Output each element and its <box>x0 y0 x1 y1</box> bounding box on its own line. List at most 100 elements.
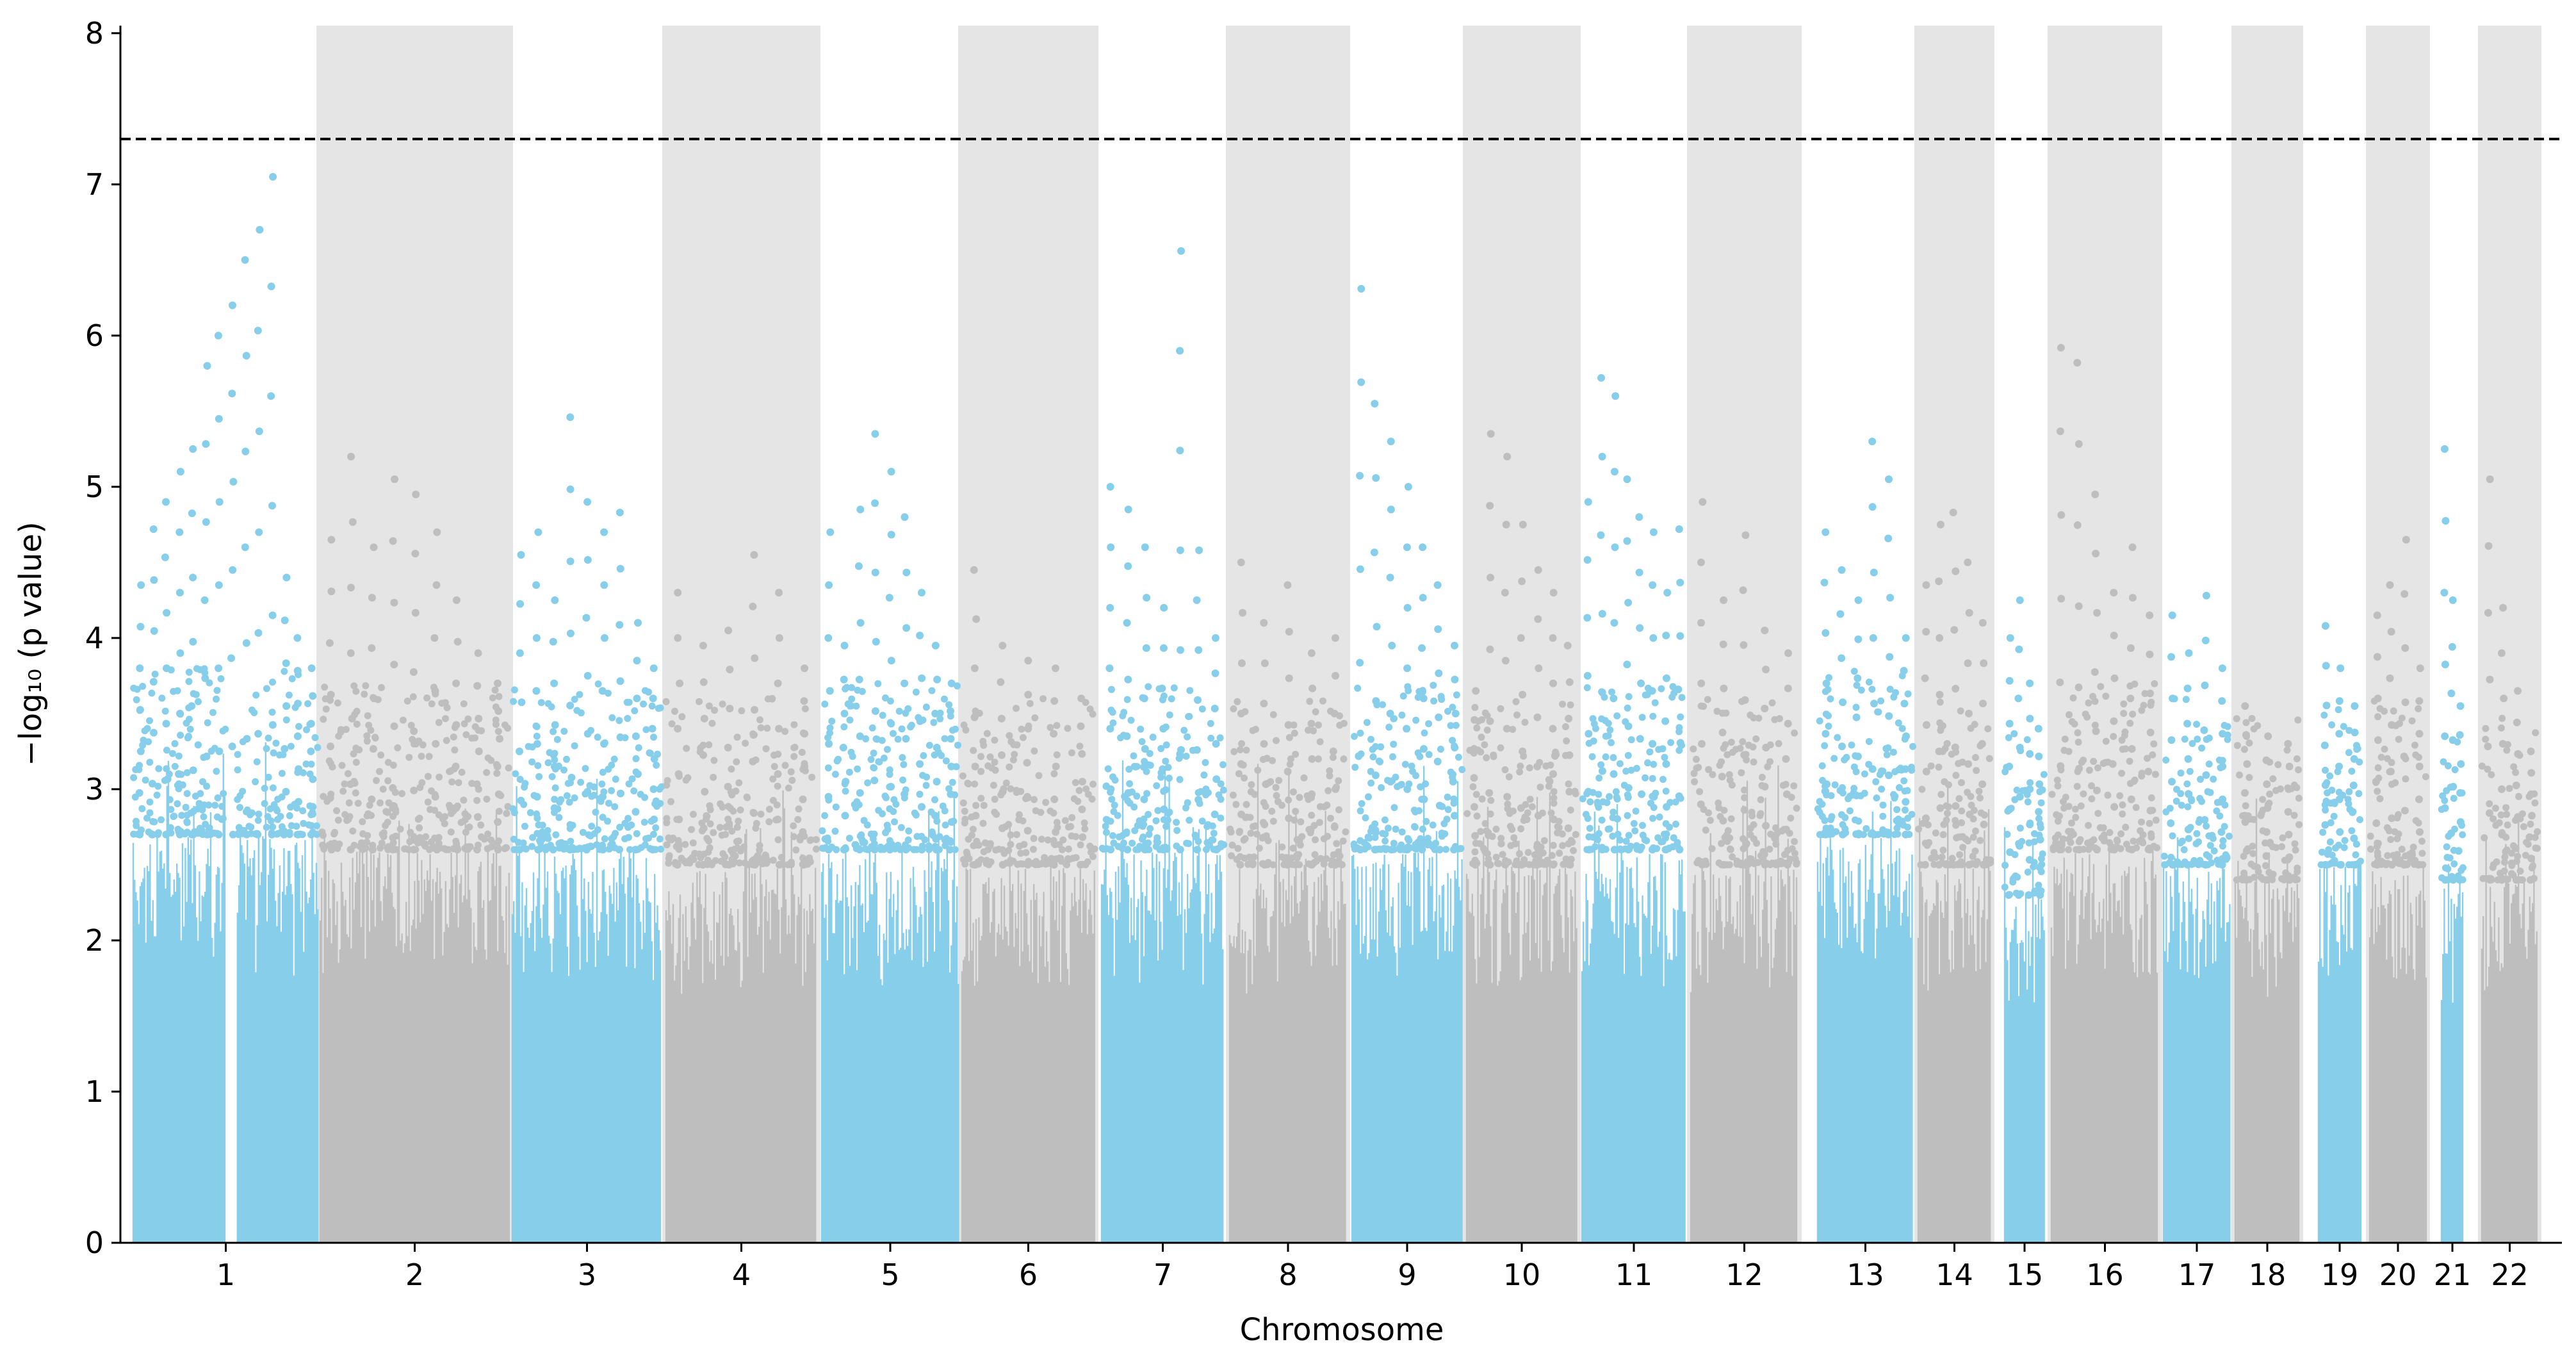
data-point <box>1959 844 1967 851</box>
data-point <box>250 709 258 716</box>
data-point <box>220 790 227 798</box>
data-point <box>1136 817 1143 824</box>
chromosome-8-body <box>1228 764 1346 1243</box>
data-point <box>255 810 263 818</box>
data-point <box>2374 787 2381 795</box>
data-point <box>1068 749 1075 757</box>
data-point <box>1638 714 1646 721</box>
data-point <box>1497 835 1505 842</box>
data-point <box>550 751 557 759</box>
data-point <box>1081 825 1089 833</box>
x-tick-label-chr-1: 1 <box>216 1258 235 1292</box>
data-point <box>1852 703 1860 711</box>
data-point <box>293 732 302 741</box>
data-point <box>1031 714 1039 721</box>
data-point <box>2192 840 2200 848</box>
data-point <box>1895 784 1903 791</box>
data-point <box>1286 760 1294 768</box>
data-point <box>2201 636 2210 644</box>
data-point <box>1739 586 1747 594</box>
data-point <box>1077 841 1084 849</box>
data-point <box>710 773 717 781</box>
peak-point <box>327 536 336 544</box>
data-point <box>567 773 576 782</box>
data-point <box>1550 816 1558 824</box>
data-point <box>1740 835 1747 842</box>
data-point <box>735 817 742 825</box>
data-point <box>564 780 572 787</box>
data-point <box>1382 837 1389 845</box>
data-point <box>2484 766 2491 773</box>
data-point <box>583 730 592 738</box>
data-point <box>1160 787 1168 795</box>
data-point <box>1572 831 1579 839</box>
data-point <box>215 830 223 839</box>
data-point <box>1184 799 1191 807</box>
data-point <box>1893 824 1901 832</box>
data-point <box>1519 691 1527 699</box>
data-point <box>1497 705 1504 712</box>
data-point <box>362 682 370 689</box>
data-point <box>2130 778 2138 785</box>
data-point <box>1649 581 1657 589</box>
data-point <box>573 707 581 714</box>
data-point <box>719 803 726 811</box>
data-point <box>2025 891 2033 899</box>
chromosome-20-points <box>2367 536 2429 1243</box>
data-point <box>352 758 360 766</box>
data-point <box>2441 876 2449 884</box>
data-point <box>890 730 897 737</box>
data-point <box>2055 846 2064 854</box>
data-point <box>2108 760 2117 768</box>
data-point <box>1050 837 1057 844</box>
data-point <box>1330 709 1339 717</box>
data-point <box>1052 762 1060 771</box>
data-point <box>1977 837 1984 844</box>
data-point <box>1854 635 1863 643</box>
peak-point <box>840 641 849 650</box>
data-point <box>1980 821 1988 828</box>
peak-point <box>1160 603 1168 612</box>
data-point <box>2010 730 2018 737</box>
data-point <box>2274 761 2282 769</box>
data-point <box>980 801 988 809</box>
data-point <box>1549 634 1557 642</box>
data-point <box>359 830 367 837</box>
y-axis-title: −log₁₀ (p value) <box>13 521 49 766</box>
data-point <box>901 679 909 687</box>
data-point <box>1617 845 1624 853</box>
peak-point <box>1635 513 1643 521</box>
data-point <box>1704 696 1711 703</box>
data-point <box>1597 761 1605 769</box>
data-point <box>785 784 792 792</box>
data-point <box>1884 830 1893 839</box>
data-point <box>2035 881 2042 889</box>
data-point <box>2221 801 2229 809</box>
data-point <box>854 562 863 570</box>
data-point <box>705 702 713 710</box>
chromosome-11-body <box>1581 804 1686 1243</box>
data-point <box>1630 820 1638 827</box>
data-point <box>856 732 864 741</box>
data-point <box>2292 876 2299 883</box>
data-point <box>756 716 763 724</box>
data-point <box>285 691 293 699</box>
data-point <box>1251 822 1259 830</box>
data-point <box>594 826 601 833</box>
data-point <box>305 821 313 829</box>
data-point <box>373 776 380 784</box>
data-point <box>551 721 559 729</box>
data-point <box>267 283 275 291</box>
data-point <box>2091 721 2099 729</box>
data-point <box>242 639 250 647</box>
data-point <box>911 809 918 817</box>
data-point <box>1952 771 1960 779</box>
data-point <box>916 632 924 639</box>
data-point <box>254 830 262 839</box>
data-point <box>169 750 176 757</box>
data-point <box>2119 746 2126 753</box>
data-point <box>2266 791 2274 798</box>
data-point <box>492 721 500 728</box>
data-point <box>1854 752 1862 760</box>
data-point <box>2244 812 2252 819</box>
